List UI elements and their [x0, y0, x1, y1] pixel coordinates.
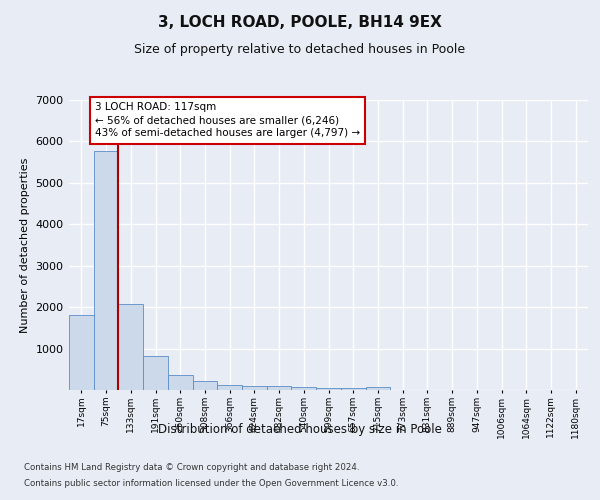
Bar [242, 386, 267, 390]
Bar [365, 386, 390, 390]
Text: Contains public sector information licensed under the Open Government Licence v3: Contains public sector information licen… [24, 478, 398, 488]
Bar [292, 387, 316, 390]
Bar [69, 316, 94, 390]
Text: Contains HM Land Registry data © Crown copyright and database right 2024.: Contains HM Land Registry data © Crown c… [24, 464, 359, 472]
Bar [94, 150, 118, 390]
Text: 3, LOCH ROAD, POOLE, BH14 9EX: 3, LOCH ROAD, POOLE, BH14 9EX [158, 15, 442, 30]
Text: Size of property relative to detached houses in Poole: Size of property relative to detached ho… [134, 42, 466, 56]
Bar [316, 388, 341, 390]
Text: 3 LOCH ROAD: 117sqm
← 56% of detached houses are smaller (6,246)
43% of semi-det: 3 LOCH ROAD: 117sqm ← 56% of detached ho… [95, 102, 360, 139]
Y-axis label: Number of detached properties: Number of detached properties [20, 158, 30, 332]
Bar [143, 356, 168, 390]
Bar [168, 375, 193, 390]
Bar [118, 304, 143, 390]
Bar [341, 388, 365, 390]
Bar [193, 381, 217, 390]
Bar [217, 385, 242, 390]
Text: Distribution of detached houses by size in Poole: Distribution of detached houses by size … [158, 422, 442, 436]
Bar [267, 386, 292, 390]
